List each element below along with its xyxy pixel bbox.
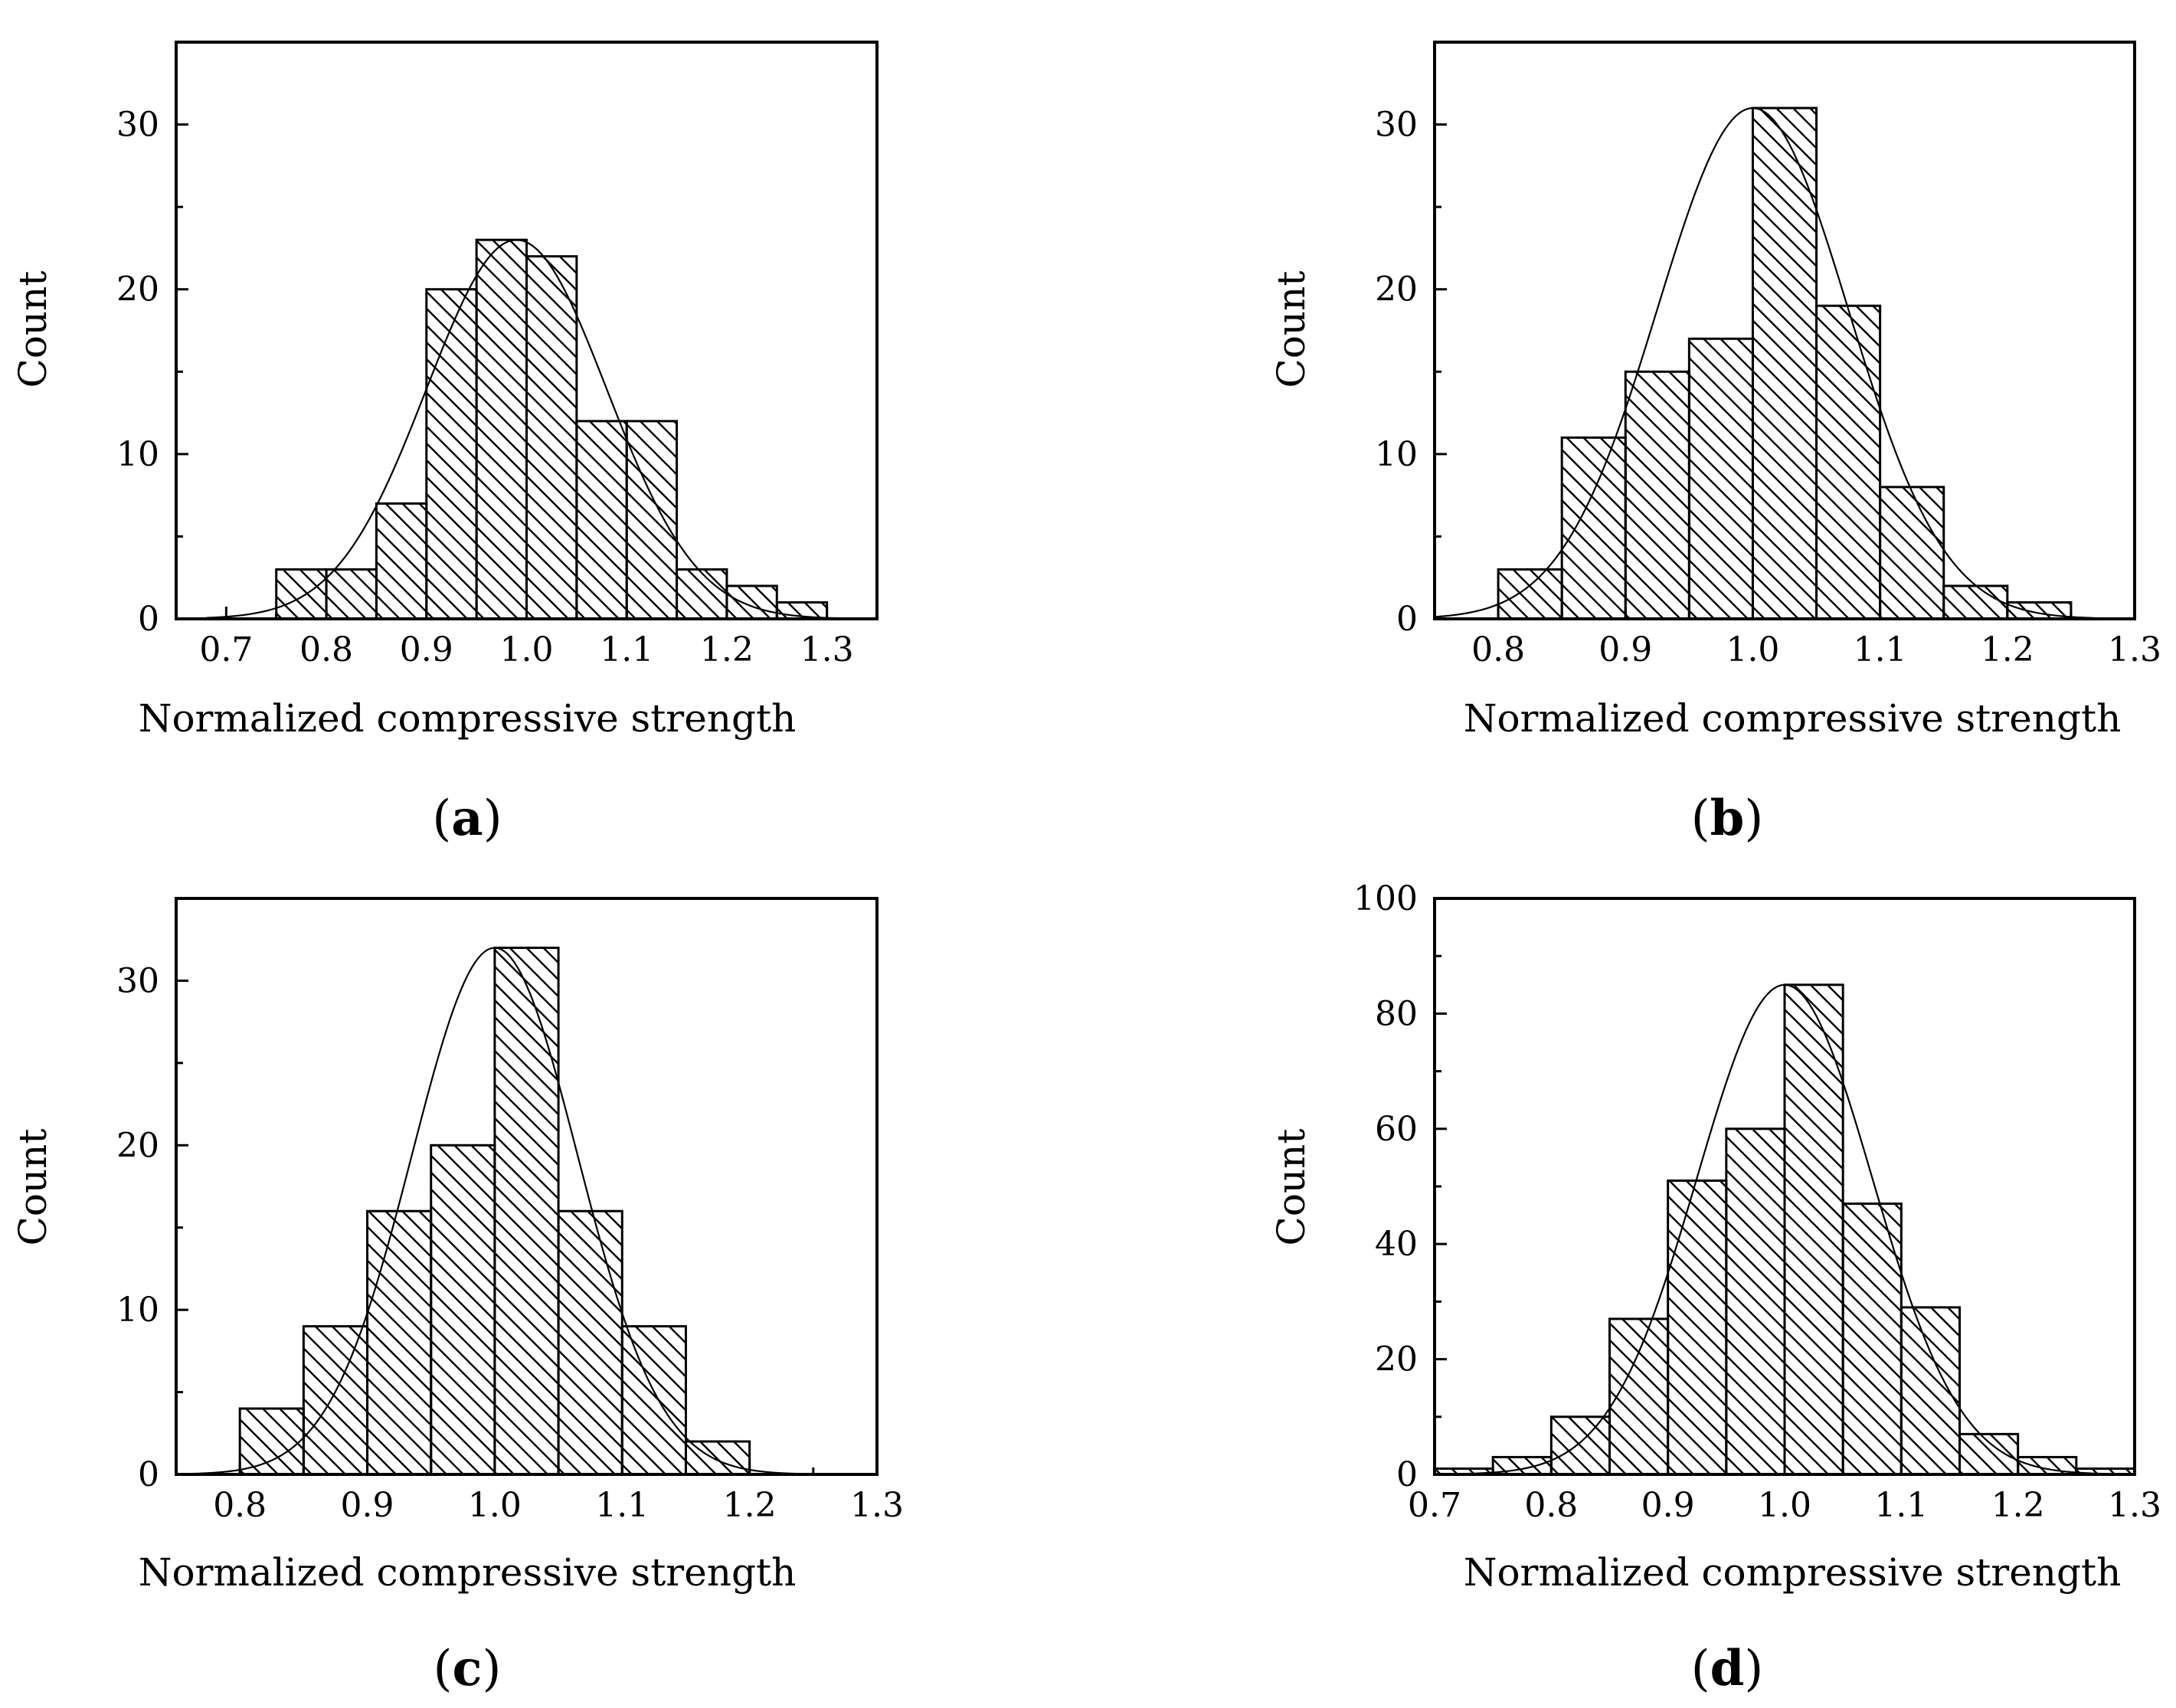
y-tick-label: 80 bbox=[1375, 994, 1418, 1033]
histogram-bar bbox=[1879, 486, 1945, 620]
y-tick-label: 20 bbox=[116, 270, 159, 309]
y-tick-label: 40 bbox=[1375, 1225, 1418, 1264]
histogram-bar bbox=[1958, 1432, 2020, 1476]
histogram-bar bbox=[1725, 1127, 1786, 1476]
panel-caption: (d) bbox=[1691, 1640, 1764, 1697]
x-tick-label: 0.7 bbox=[199, 630, 253, 669]
histogram-bar bbox=[1624, 370, 1690, 620]
histogram-bar bbox=[1815, 304, 1882, 620]
plot-frame bbox=[1433, 41, 2136, 620]
normal-fit-curve bbox=[1434, 107, 2109, 620]
y-tick-label: 30 bbox=[1375, 106, 1418, 145]
y-tick-label: 30 bbox=[116, 961, 159, 1000]
histogram-bar bbox=[620, 1325, 687, 1476]
histogram-bar bbox=[1667, 1179, 1728, 1476]
normal-fit-curve bbox=[175, 947, 826, 1475]
y-tick-label: 10 bbox=[116, 1291, 159, 1330]
y-axis-title: Count bbox=[11, 271, 55, 388]
histogram-bar bbox=[1841, 1202, 1903, 1476]
histogram-bar bbox=[475, 238, 528, 620]
histogram-bar bbox=[238, 1407, 305, 1476]
x-tick-label: 1.3 bbox=[850, 1486, 904, 1525]
normal-fit-curve bbox=[206, 239, 847, 620]
x-tick-label: 1.0 bbox=[1726, 630, 1779, 669]
x-tick-label: 1.2 bbox=[1991, 1486, 2045, 1525]
histogram-bar bbox=[430, 1144, 496, 1476]
x-tick-label: 1.3 bbox=[800, 630, 854, 669]
x-tick-label: 1.3 bbox=[2108, 630, 2161, 669]
x-tick-label: 0.8 bbox=[299, 630, 353, 669]
x-tick-label: 0.8 bbox=[1471, 630, 1525, 669]
y-tick-label: 0 bbox=[138, 600, 159, 639]
x-tick-label: 0.8 bbox=[213, 1486, 267, 1525]
histogram-bar bbox=[302, 1325, 369, 1476]
histogram-bar bbox=[1942, 584, 2009, 620]
y-axis-title: Count bbox=[1269, 1129, 1314, 1246]
panel-caption: (b) bbox=[1691, 790, 1764, 847]
x-tick-label: 1.3 bbox=[2108, 1486, 2161, 1525]
histogram-bar bbox=[366, 1209, 433, 1476]
plot-frame bbox=[175, 897, 879, 1476]
x-tick-label: 1.2 bbox=[723, 1486, 777, 1525]
y-tick-label: 30 bbox=[116, 106, 159, 145]
histogram-bar bbox=[725, 584, 778, 620]
histogram-bar bbox=[1751, 106, 1818, 620]
x-tick-label: 1.0 bbox=[1758, 1486, 1811, 1525]
y-tick-label: 10 bbox=[1375, 435, 1418, 474]
x-axis-title: Normalized compressive strength bbox=[139, 696, 797, 741]
histogram-bar bbox=[425, 288, 478, 620]
histogram-bar bbox=[625, 420, 679, 620]
histogram-bar bbox=[275, 568, 328, 620]
x-tick-label: 0.9 bbox=[400, 630, 453, 669]
histogram-bar bbox=[557, 1209, 623, 1476]
histogram-bar bbox=[1560, 436, 1627, 620]
histogram-bar bbox=[676, 568, 728, 620]
panel-caption: (a) bbox=[432, 790, 502, 847]
panel-caption: (c) bbox=[434, 1640, 502, 1697]
histogram-bar bbox=[1900, 1306, 1961, 1476]
x-tick-label: 1.2 bbox=[1981, 630, 2034, 669]
histogram-bar bbox=[1687, 337, 1754, 620]
chart-panel-d: 0.7 0.8 0.9 1.0 1.1 1.2 1.3 0 20 40 60 80 100 Normali… bbox=[1269, 879, 2161, 1697]
y-axis-title: Count bbox=[11, 1129, 55, 1246]
chart-panel-c: 0.8 0.9 1.0 1.1 1.2 1.3 0 10 20 30 Normalized comp… bbox=[11, 897, 904, 1697]
histogram-bar bbox=[575, 420, 628, 620]
x-tick-label: 0.8 bbox=[1524, 1486, 1578, 1525]
x-tick-label: 1.2 bbox=[700, 630, 754, 669]
y-tick-label: 100 bbox=[1353, 879, 1418, 918]
y-tick-label: 20 bbox=[116, 1126, 159, 1165]
x-axis-title: Normalized compressive strength bbox=[1464, 696, 2122, 741]
histogram-bar bbox=[1497, 568, 1563, 620]
x-tick-label: 1.1 bbox=[595, 1486, 649, 1525]
x-tick-label: 0.9 bbox=[341, 1486, 394, 1525]
y-tick-label: 0 bbox=[1396, 1455, 1418, 1494]
x-tick-label: 0.9 bbox=[1641, 1486, 1695, 1525]
x-tick-label: 0.9 bbox=[1598, 630, 1652, 669]
x-axis-title: Normalized compressive strength bbox=[139, 1550, 797, 1595]
y-tick-label: 0 bbox=[138, 1455, 159, 1494]
x-tick-label: 1.0 bbox=[468, 1486, 522, 1525]
x-tick-label: 1.0 bbox=[500, 630, 554, 669]
x-tick-label: 1.1 bbox=[1874, 1486, 1928, 1525]
histogram-bar bbox=[1549, 1415, 1612, 1476]
y-axis-title: Count bbox=[1269, 271, 1314, 388]
normal-fit-curve bbox=[1434, 983, 2135, 1475]
x-tick-label: 0.7 bbox=[1408, 1486, 1461, 1525]
histogram-bar bbox=[375, 502, 428, 620]
x-tick-label: 1.1 bbox=[1854, 630, 1907, 669]
x-tick-label: 1.1 bbox=[600, 630, 653, 669]
x-axis-title: Normalized compressive strength bbox=[1464, 1550, 2122, 1595]
histogram-bar bbox=[1608, 1317, 1670, 1476]
y-tick-label: 60 bbox=[1375, 1110, 1418, 1149]
chart-panel-a: 0.7 0.8 0.9 1.0 1.1 1.2 1.3 0 10 20 30 Normalized c… bbox=[11, 41, 879, 847]
chart-panel-b: 0.8 0.9 1.0 1.1 1.2 1.3 0 10 20 30 Normalized comp… bbox=[1269, 41, 2161, 847]
histogram-bar bbox=[325, 568, 378, 620]
y-tick-label: 20 bbox=[1375, 1340, 1418, 1379]
y-tick-label: 20 bbox=[1375, 270, 1418, 309]
y-tick-label: 0 bbox=[1396, 600, 1418, 639]
histogram-bar bbox=[493, 946, 560, 1476]
histogram-bar bbox=[525, 255, 578, 620]
y-tick-label: 10 bbox=[116, 435, 159, 474]
